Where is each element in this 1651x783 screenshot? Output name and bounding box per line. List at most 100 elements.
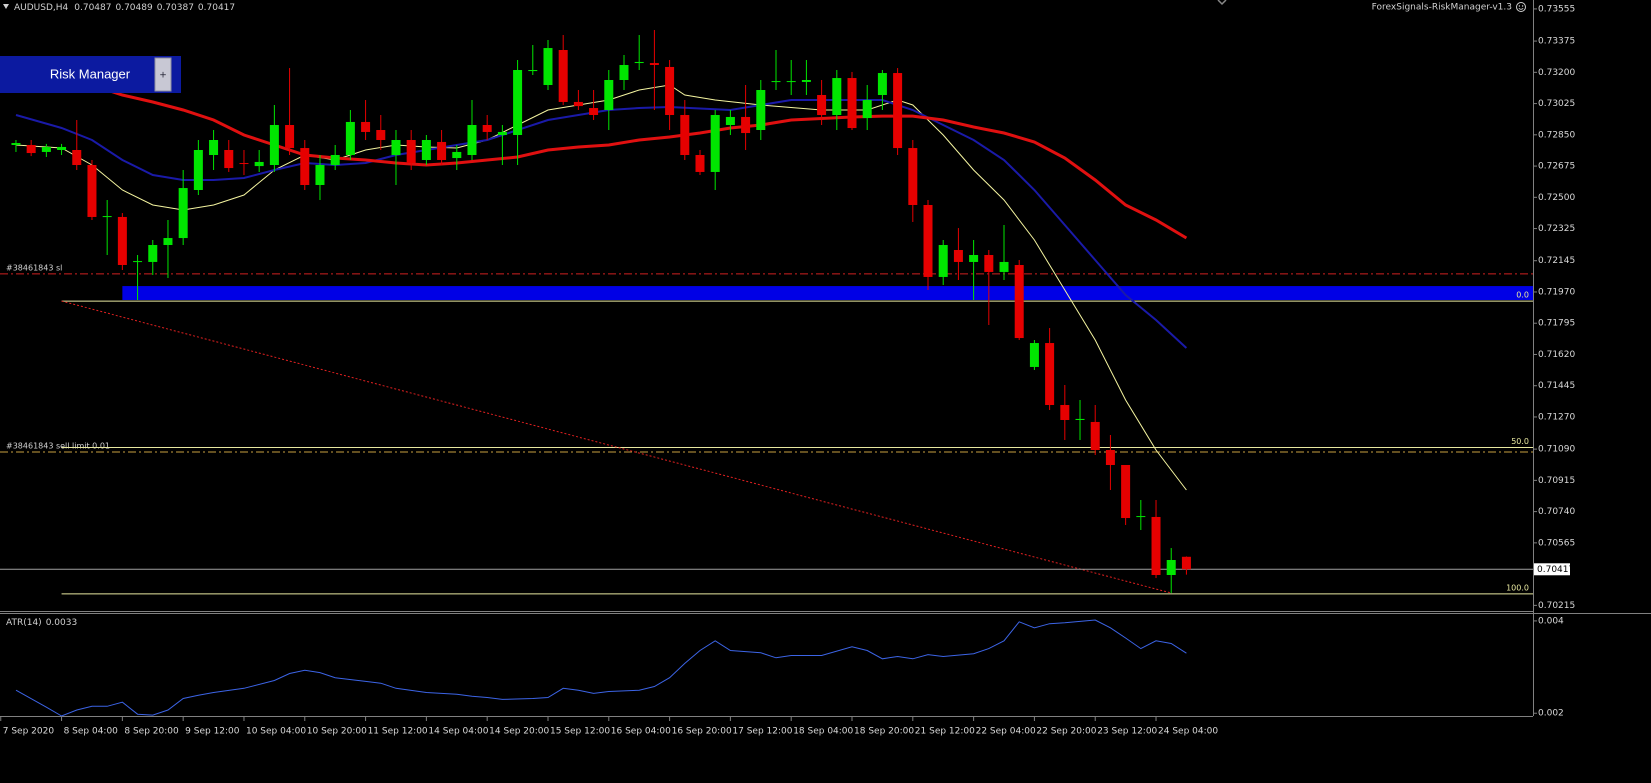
- order-level-label: #38461843 sl: [6, 263, 62, 272]
- last-high: 0.70489: [115, 3, 152, 13]
- candle-body: [209, 140, 219, 155]
- candle-body: [513, 70, 523, 135]
- candle-body: [1166, 560, 1176, 575]
- last-close: 0.70417: [198, 3, 235, 13]
- risk-manager-button[interactable]: [0, 56, 181, 93]
- atr-line: [15, 619, 1187, 717]
- candle-body: [148, 245, 158, 262]
- candle-body: [893, 73, 903, 149]
- candle-body: [376, 130, 386, 140]
- indicator-title: ATR(14) 0.0033: [6, 618, 77, 628]
- candle-body: [589, 108, 599, 115]
- y-tick-label: 0.73025: [1538, 99, 1575, 109]
- candle-body: [1151, 516, 1161, 575]
- y-tick-label: 0.002: [1538, 709, 1564, 719]
- candle-body: [1121, 465, 1131, 519]
- candle-body: [741, 116, 751, 134]
- x-tick-label: 18 Sep 04:00: [793, 727, 853, 737]
- candle-body: [543, 48, 553, 85]
- candle-body: [452, 151, 462, 159]
- candle-body: [665, 66, 675, 115]
- candle-body: [680, 115, 690, 155]
- x-tick-label: 14 Sep 04:00: [428, 727, 488, 737]
- x-tick-label: 15 Sep 12:00: [550, 727, 610, 737]
- candle-body: [11, 143, 21, 145]
- indicator-value: 0.0033: [46, 618, 78, 628]
- candle-body: [345, 121, 355, 155]
- candle-body: [87, 165, 97, 217]
- x-tick-label: 24 Sep 04:00: [1158, 727, 1218, 737]
- candle-body: [604, 80, 614, 110]
- symbol-menu-arrow[interactable]: [3, 4, 9, 9]
- x-tick-label: 10 Sep 20:00: [307, 727, 367, 737]
- y-tick-label: 0.72675: [1538, 162, 1575, 172]
- candle-body: [41, 146, 51, 152]
- fib-label: 50.0: [1511, 437, 1529, 446]
- y-tick-label: 0.004: [1538, 616, 1564, 626]
- risk-manager-panel[interactable]: Risk Manager +: [0, 56, 181, 93]
- candle-body: [224, 150, 234, 169]
- trendline: [61, 300, 1172, 594]
- candle-body: [847, 78, 857, 129]
- current-price-label: 0.70417: [1537, 565, 1574, 575]
- y-tick-label: 0.73200: [1538, 68, 1575, 78]
- candle-body: [254, 161, 264, 167]
- y-tick-label: 0.71270: [1538, 412, 1575, 422]
- candle-body: [756, 90, 766, 130]
- x-tick-label: 10 Sep 04:00: [246, 727, 306, 737]
- x-tick-label: 22 Sep 20:00: [1036, 727, 1096, 737]
- candle-body: [178, 188, 188, 239]
- candle-body: [285, 125, 295, 149]
- x-tick-label: 21 Sep 12:00: [915, 727, 975, 737]
- x-tick-label: 22 Sep 04:00: [976, 727, 1036, 737]
- candle-body: [300, 148, 310, 185]
- candle-body: [558, 50, 568, 102]
- x-tick-label: 8 Sep 04:00: [64, 727, 119, 737]
- expand-button[interactable]: [154, 57, 172, 92]
- x-tick-label: 17 Sep 12:00: [732, 727, 792, 737]
- last-open: 0.70487: [74, 3, 111, 13]
- candle-body: [193, 150, 203, 190]
- candle-body: [72, 150, 82, 165]
- y-tick-label: 0.70740: [1538, 507, 1575, 517]
- x-tick-label: 7 Sep 2020: [3, 727, 55, 737]
- indicator-name: ATR(14): [6, 618, 42, 628]
- candle-body: [117, 216, 127, 265]
- atr-panel: ATR(14) 0.0033 0.004 0.002: [6, 616, 1564, 718]
- candle-body: [133, 261, 143, 263]
- y-tick-label: 0.72145: [1538, 256, 1575, 266]
- y-tick-label: 0.70915: [1538, 476, 1575, 486]
- candle-body: [1090, 421, 1100, 450]
- y-tick-label: 0.71795: [1538, 319, 1575, 329]
- candle-body: [102, 216, 112, 218]
- current-price-tag: [1534, 563, 1570, 576]
- candle-body: [528, 70, 538, 72]
- y-tick-label: 0.71090: [1538, 445, 1575, 455]
- candle-body: [1014, 265, 1024, 339]
- risk-manager-title: Risk Manager: [50, 66, 131, 81]
- y-tick-label: 0.70565: [1538, 538, 1575, 548]
- y-tick-label: 0.70215: [1538, 601, 1575, 611]
- y-tick-label: 0.71970: [1538, 287, 1575, 297]
- candle-body: [163, 238, 173, 245]
- candle-body: [269, 125, 279, 165]
- expand-button-label: +: [159, 71, 167, 81]
- candle-body: [786, 81, 796, 83]
- x-tick-label: 9 Sep 12:00: [185, 727, 240, 737]
- candle-body: [406, 140, 416, 164]
- symbol-header: AUDUSD,H4 0.70487 0.70489 0.70387 0.70417: [14, 3, 235, 13]
- y-tick-label: 0.72850: [1538, 130, 1575, 140]
- candle-body: [437, 141, 447, 160]
- x-tick-label: 8 Sep 20:00: [124, 727, 179, 737]
- order-level-label: #38461843 sell limit 0.01: [6, 441, 110, 450]
- candle-body: [467, 125, 477, 155]
- x-tick-label: 11 Sep 12:00: [368, 727, 428, 737]
- candle-body: [938, 245, 948, 277]
- ea-label: ForexSignals-RiskManager-v1.3: [1372, 3, 1512, 13]
- candle-body: [421, 140, 431, 160]
- price-panel: 0.73555 0.73375 0.73200 0.73025 0.72850 0.726…: [0, 0, 1651, 737]
- candle-body: [330, 155, 340, 165]
- candle-body: [619, 65, 629, 80]
- candle-body: [649, 63, 659, 65]
